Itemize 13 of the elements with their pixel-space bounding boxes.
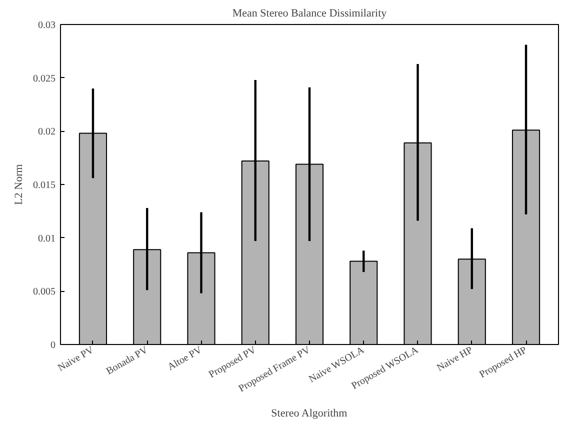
y-tick-label: 0.015 bbox=[33, 180, 56, 191]
y-tick-label: 0.005 bbox=[33, 286, 56, 298]
y-axis-title: L2 Norm bbox=[13, 164, 25, 205]
chart-title: Mean Stereo Balance Dissimilarity bbox=[232, 8, 388, 20]
y-tick-label: 0.01 bbox=[38, 233, 56, 244]
x-tick-label: Altoe PV bbox=[166, 344, 205, 374]
y-tick-label: 0 bbox=[50, 340, 56, 351]
x-tick-label: Naive HP bbox=[435, 344, 476, 374]
y-tick-label: 0.02 bbox=[38, 126, 56, 138]
x-tick-label: Naive PV bbox=[56, 344, 96, 374]
x-axis-title: Stereo Algorithm bbox=[271, 407, 348, 420]
y-tick-label: 0.03 bbox=[38, 20, 56, 31]
y-tick-label: 0.025 bbox=[33, 73, 56, 84]
